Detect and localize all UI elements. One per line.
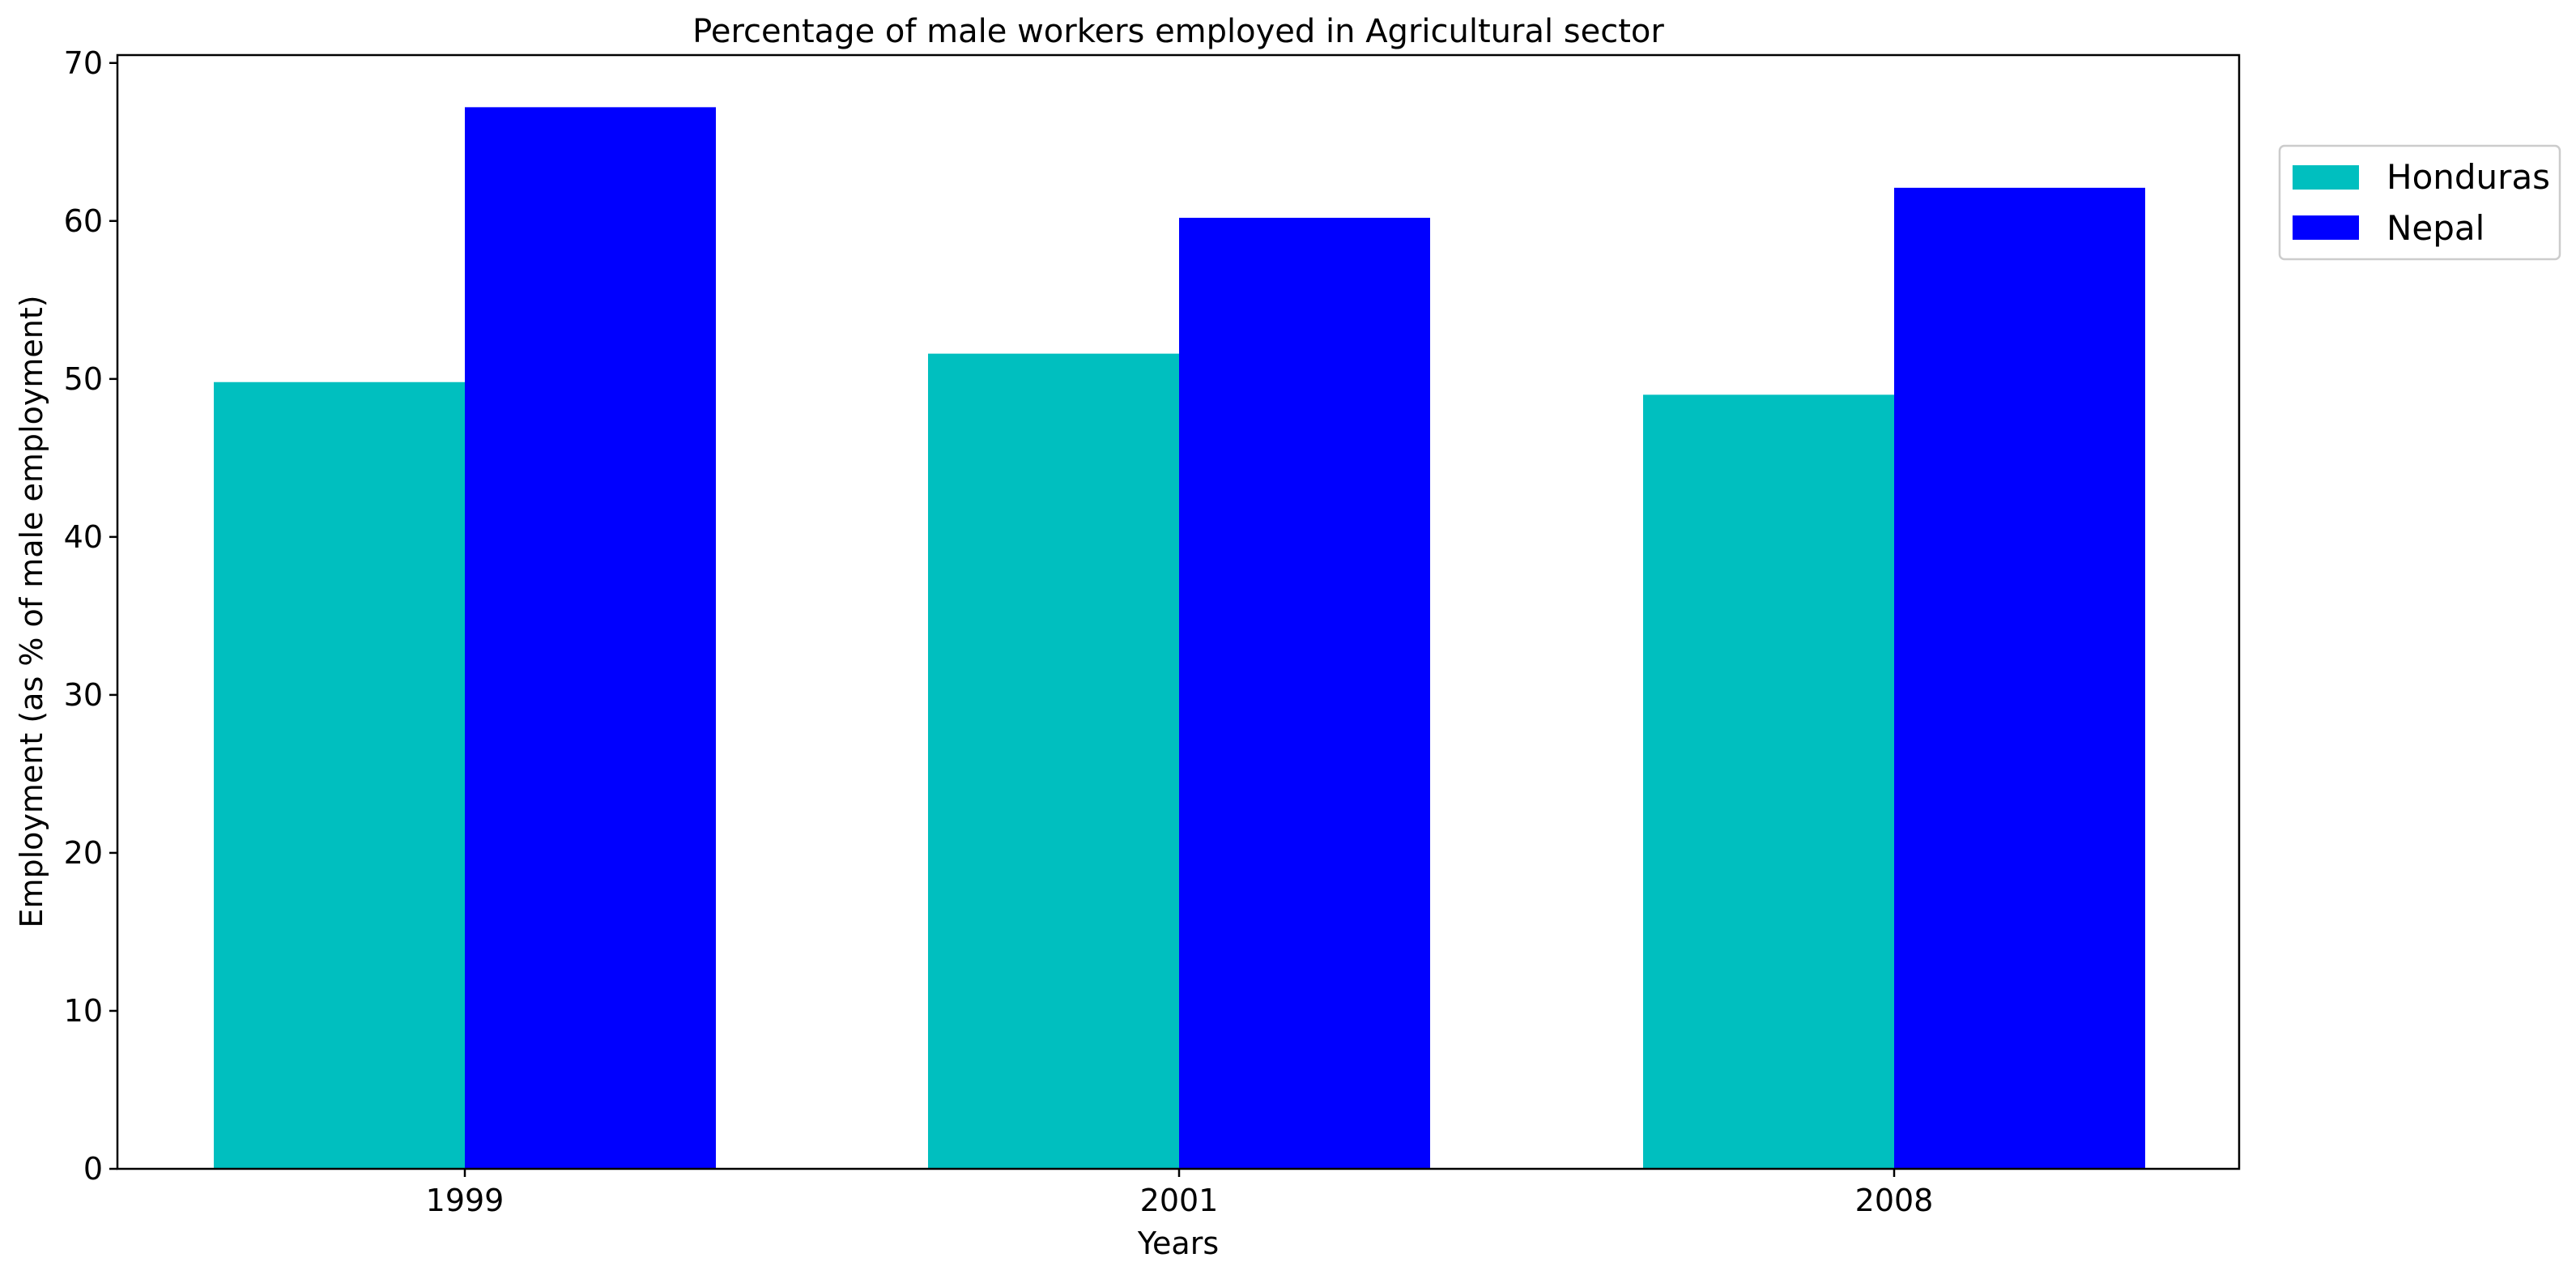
chart-title: Percentage of male workers employed in A… (692, 13, 1664, 50)
bar-nepal-2001 (1179, 217, 1430, 1170)
y-axis-ticks: 0 10 20 30 40 50 60 70 (64, 45, 117, 1187)
y-axis-label: Employment (as % of male employment) (14, 295, 49, 927)
legend-swatch-nepal (2293, 215, 2359, 240)
bars-group (214, 107, 2145, 1170)
x-tick-label: 2001 (1140, 1183, 1219, 1218)
bar-honduras-2008 (1643, 394, 1894, 1169)
y-tick-label: 0 (83, 1151, 103, 1187)
y-tick-label: 70 (64, 45, 103, 81)
y-tick-label: 50 (64, 361, 103, 397)
x-tick-label: 1999 (426, 1183, 505, 1218)
x-axis-label: Years (1137, 1226, 1219, 1261)
y-tick-label: 60 (64, 203, 103, 239)
x-axis-ticks: 1999 2001 2008 (426, 1169, 1934, 1218)
legend: Honduras Nepal (2278, 144, 2561, 261)
y-tick-label: 30 (64, 677, 103, 713)
bar-nepal-2008 (1894, 187, 2145, 1169)
y-tick-label: 40 (64, 519, 103, 555)
y-tick-label: 20 (64, 835, 103, 871)
legend-label-honduras: Honduras (2387, 157, 2550, 197)
legend-swatch-honduras (2293, 165, 2359, 190)
x-tick-label: 2008 (1855, 1183, 1934, 1218)
y-tick-label: 10 (64, 993, 103, 1029)
bar-honduras-2001 (928, 353, 1179, 1169)
bar-nepal-1999 (465, 107, 716, 1170)
legend-label-nepal: Nepal (2387, 208, 2484, 248)
bar-honduras-1999 (214, 382, 465, 1170)
